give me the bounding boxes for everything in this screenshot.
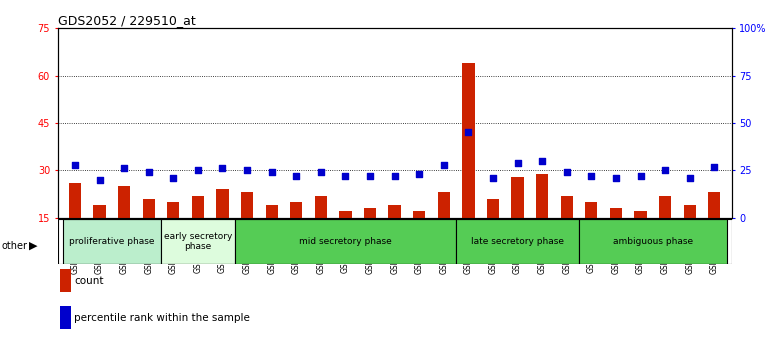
Point — [413, 171, 425, 177]
Point — [290, 173, 303, 179]
Bar — [290, 202, 303, 265]
Bar — [456, 219, 579, 264]
Point — [585, 173, 598, 179]
Point — [340, 173, 352, 179]
Bar — [364, 208, 377, 265]
Point — [315, 170, 327, 175]
Bar — [511, 177, 524, 265]
Text: other: other — [2, 241, 28, 251]
Point — [266, 170, 278, 175]
Text: count: count — [74, 276, 103, 286]
Bar — [241, 193, 253, 265]
Bar — [437, 193, 450, 265]
Text: mid secretory phase: mid secretory phase — [299, 237, 392, 246]
Text: ▶: ▶ — [29, 241, 38, 251]
Point — [487, 175, 499, 181]
Point — [241, 167, 253, 173]
Point — [364, 173, 377, 179]
Bar — [118, 186, 130, 265]
Point — [118, 166, 130, 171]
Point — [462, 130, 474, 135]
Point — [142, 170, 155, 175]
Bar — [142, 199, 155, 265]
Bar — [487, 199, 499, 265]
Bar — [462, 63, 474, 265]
Bar — [659, 196, 671, 265]
Bar — [389, 205, 400, 265]
Bar — [585, 202, 598, 265]
Bar — [561, 196, 573, 265]
Point — [561, 170, 573, 175]
Point — [216, 166, 229, 171]
Point — [659, 167, 671, 173]
Point — [167, 175, 179, 181]
Point — [708, 164, 721, 170]
Bar — [536, 173, 548, 265]
Bar — [93, 205, 105, 265]
Point — [192, 167, 204, 173]
Point — [69, 162, 81, 167]
Point — [93, 177, 105, 183]
Text: late secretory phase: late secretory phase — [471, 237, 564, 246]
Bar — [684, 205, 696, 265]
Bar — [167, 202, 179, 265]
Text: early secretory
phase: early secretory phase — [164, 232, 232, 251]
Bar — [192, 196, 204, 265]
Point — [511, 160, 524, 166]
Text: ambiguous phase: ambiguous phase — [613, 237, 693, 246]
Bar — [610, 208, 622, 265]
Point — [684, 175, 696, 181]
Bar — [216, 189, 229, 265]
Bar — [235, 219, 456, 264]
Text: proliferative phase: proliferative phase — [69, 237, 155, 246]
Bar — [340, 211, 352, 265]
Point — [388, 173, 400, 179]
Bar — [266, 205, 278, 265]
Point — [536, 158, 548, 164]
Point — [610, 175, 622, 181]
Bar — [634, 211, 647, 265]
Point — [634, 173, 647, 179]
Bar — [708, 193, 721, 265]
Text: GDS2052 / 229510_at: GDS2052 / 229510_at — [58, 14, 196, 27]
Bar — [413, 211, 425, 265]
Bar — [579, 219, 727, 264]
Bar — [62, 219, 161, 264]
Bar — [69, 183, 81, 265]
Point — [437, 162, 450, 167]
Bar — [315, 196, 327, 265]
Bar — [161, 219, 235, 264]
Text: percentile rank within the sample: percentile rank within the sample — [74, 313, 249, 323]
